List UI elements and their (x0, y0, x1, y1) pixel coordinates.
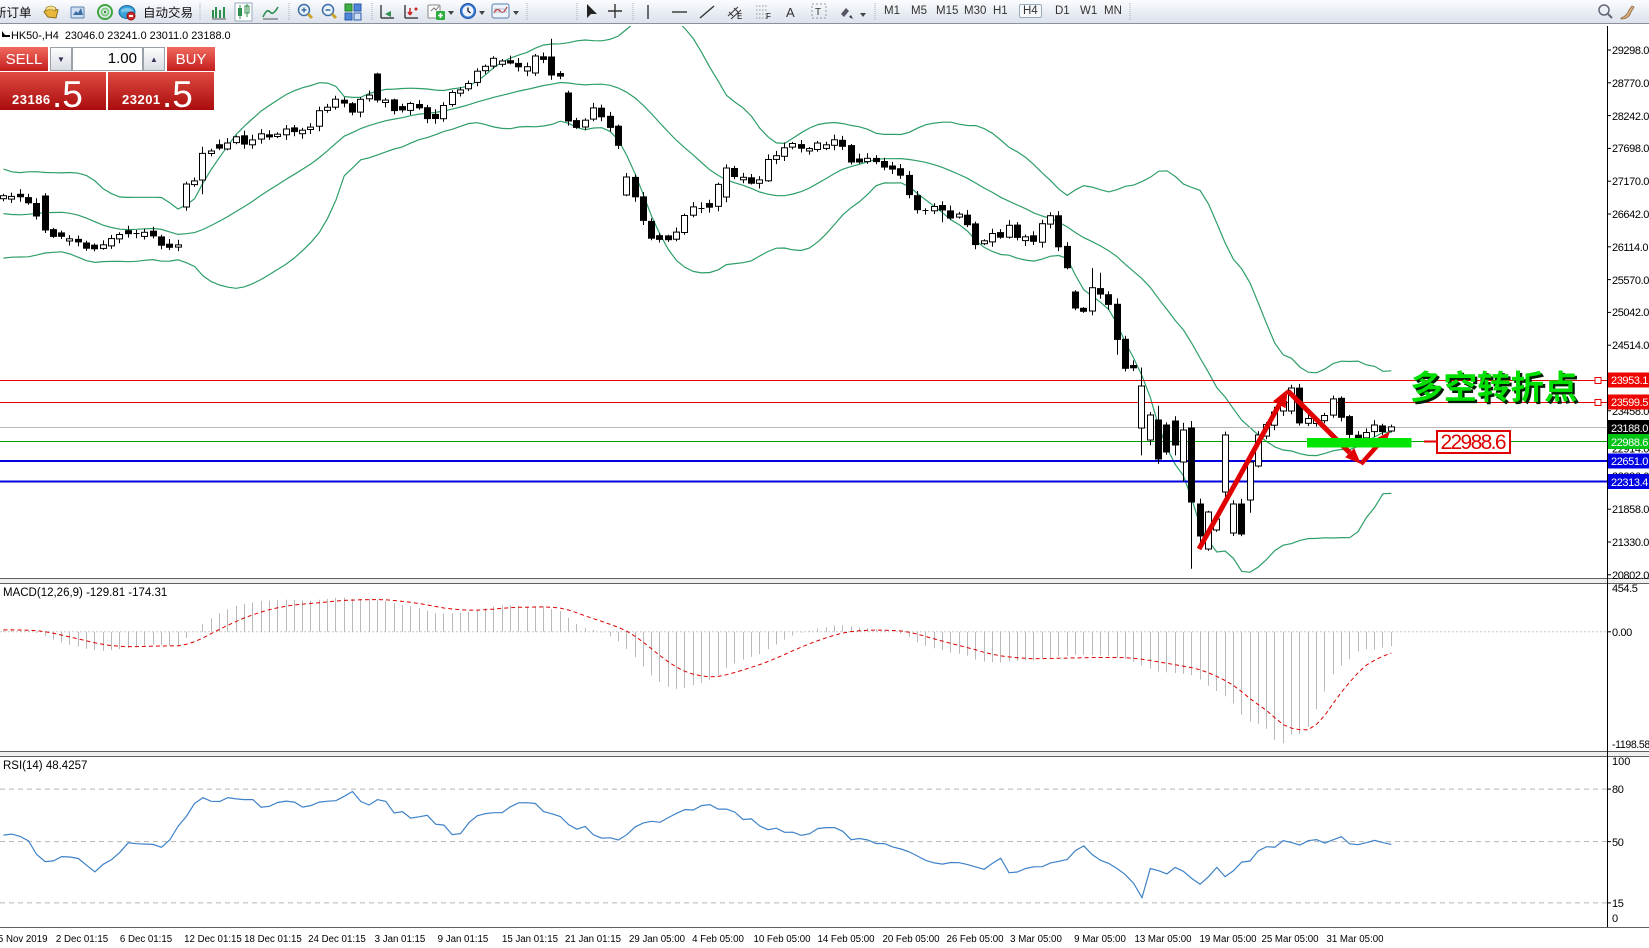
svg-text:20802.0: 20802.0 (1612, 570, 1649, 582)
svg-text:2 Dec 01:15: 2 Dec 01:15 (56, 934, 108, 945)
svg-text:29 Jan 05:00: 29 Jan 05:00 (629, 934, 686, 945)
svg-text:26114.0: 26114.0 (1612, 242, 1648, 254)
svg-text:12 Dec 01:15: 12 Dec 01:15 (184, 934, 242, 945)
svg-text:19 Mar 05:00: 19 Mar 05:00 (1199, 934, 1257, 945)
svg-text:T: T (815, 7, 821, 18)
svg-text:6 Dec 01:15: 6 Dec 01:15 (120, 934, 172, 945)
svg-text:31 Mar 05:00: 31 Mar 05:00 (1326, 934, 1384, 945)
svg-text:9 Mar 05:00: 9 Mar 05:00 (1074, 934, 1126, 945)
svg-text:24514.0: 24514.0 (1612, 340, 1649, 352)
svg-text:454.5: 454.5 (1612, 583, 1638, 595)
svg-text:23953.1: 23953.1 (1611, 375, 1648, 387)
svg-text:27698.0: 27698.0 (1612, 143, 1649, 155)
svg-text:26642.0: 26642.0 (1612, 209, 1649, 221)
svg-text:22313.4: 22313.4 (1611, 477, 1648, 489)
svg-text:3 Mar 05:00: 3 Mar 05:00 (1010, 934, 1062, 945)
svg-text:-1198.58: -1198.58 (1612, 739, 1649, 751)
svg-text:4 Feb 05:00: 4 Feb 05:00 (692, 934, 744, 945)
svg-text:26 Feb 05:00: 26 Feb 05:00 (946, 934, 1004, 945)
svg-text:22988.6: 22988.6 (1611, 437, 1648, 449)
svg-text:25 Nov 2019: 25 Nov 2019 (0, 934, 47, 945)
svg-text:RSI(14) 48.4257: RSI(14) 48.4257 (3, 760, 87, 772)
svg-text:E: E (737, 12, 742, 21)
svg-text:24 Dec 01:15: 24 Dec 01:15 (308, 934, 366, 945)
svg-text:50: 50 (1612, 837, 1624, 849)
svg-text:23188.0: 23188.0 (1611, 423, 1648, 435)
svg-text:25570.0: 25570.0 (1612, 275, 1649, 287)
svg-text:100: 100 (1612, 756, 1630, 768)
svg-text:80: 80 (1612, 784, 1624, 796)
svg-text:9 Jan 01:15: 9 Jan 01:15 (438, 934, 489, 945)
svg-text:25042.0: 25042.0 (1612, 307, 1649, 319)
svg-text:28770.0: 28770.0 (1612, 78, 1649, 90)
svg-text:27170.0: 27170.0 (1612, 176, 1649, 188)
svg-text:21 Jan 01:15: 21 Jan 01:15 (565, 934, 621, 945)
svg-text:18 Dec 01:15: 18 Dec 01:15 (244, 934, 302, 945)
svg-text:21330.0: 21330.0 (1612, 537, 1649, 549)
svg-text:28242.0: 28242.0 (1612, 111, 1649, 123)
svg-text:21858.0: 21858.0 (1612, 504, 1649, 516)
svg-text:15: 15 (1612, 898, 1624, 910)
svg-text:25 Mar 05:00: 25 Mar 05:00 (1261, 934, 1319, 945)
svg-text:22988.6: 22988.6 (1441, 431, 1507, 454)
svg-text:HK50-,H4 23046.0 23241.0 2301: HK50-,H4 23046.0 23241.0 23011.0 23188.0 (11, 30, 231, 42)
svg-text:15 Jan 01:15: 15 Jan 01:15 (502, 934, 558, 945)
svg-text:MACD(12,26,9) -129.81 -174.31: MACD(12,26,9) -129.81 -174.31 (3, 587, 167, 599)
svg-text:F: F (766, 12, 771, 21)
svg-text:10 Feb 05:00: 10 Feb 05:00 (753, 934, 811, 945)
svg-text:29298.0: 29298.0 (1612, 45, 1649, 57)
svg-text:3 Jan 01:15: 3 Jan 01:15 (375, 934, 426, 945)
svg-text:A: A (786, 5, 795, 20)
svg-text:20 Feb 05:00: 20 Feb 05:00 (882, 934, 940, 945)
svg-text:0.00: 0.00 (1612, 627, 1632, 639)
svg-text:23599.5: 23599.5 (1611, 397, 1648, 409)
svg-text:13 Mar 05:00: 13 Mar 05:00 (1134, 934, 1192, 945)
svg-text:0: 0 (1612, 913, 1618, 925)
svg-text:22651.0: 22651.0 (1611, 456, 1648, 468)
svg-text:14 Feb 05:00: 14 Feb 05:00 (817, 934, 875, 945)
